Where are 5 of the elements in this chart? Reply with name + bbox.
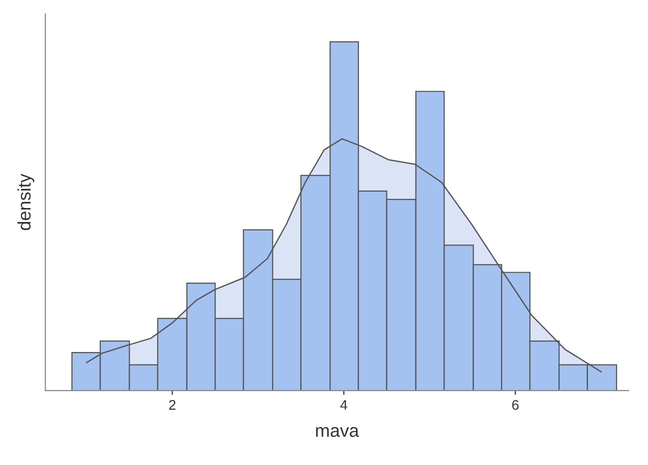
x-tick-label: 6 [512,400,519,410]
x-tick-label: 2 [169,400,176,410]
x-axis-title: mava [316,427,360,437]
y-axis-title: density [17,174,34,230]
x-tick-label: 4 [340,400,348,410]
